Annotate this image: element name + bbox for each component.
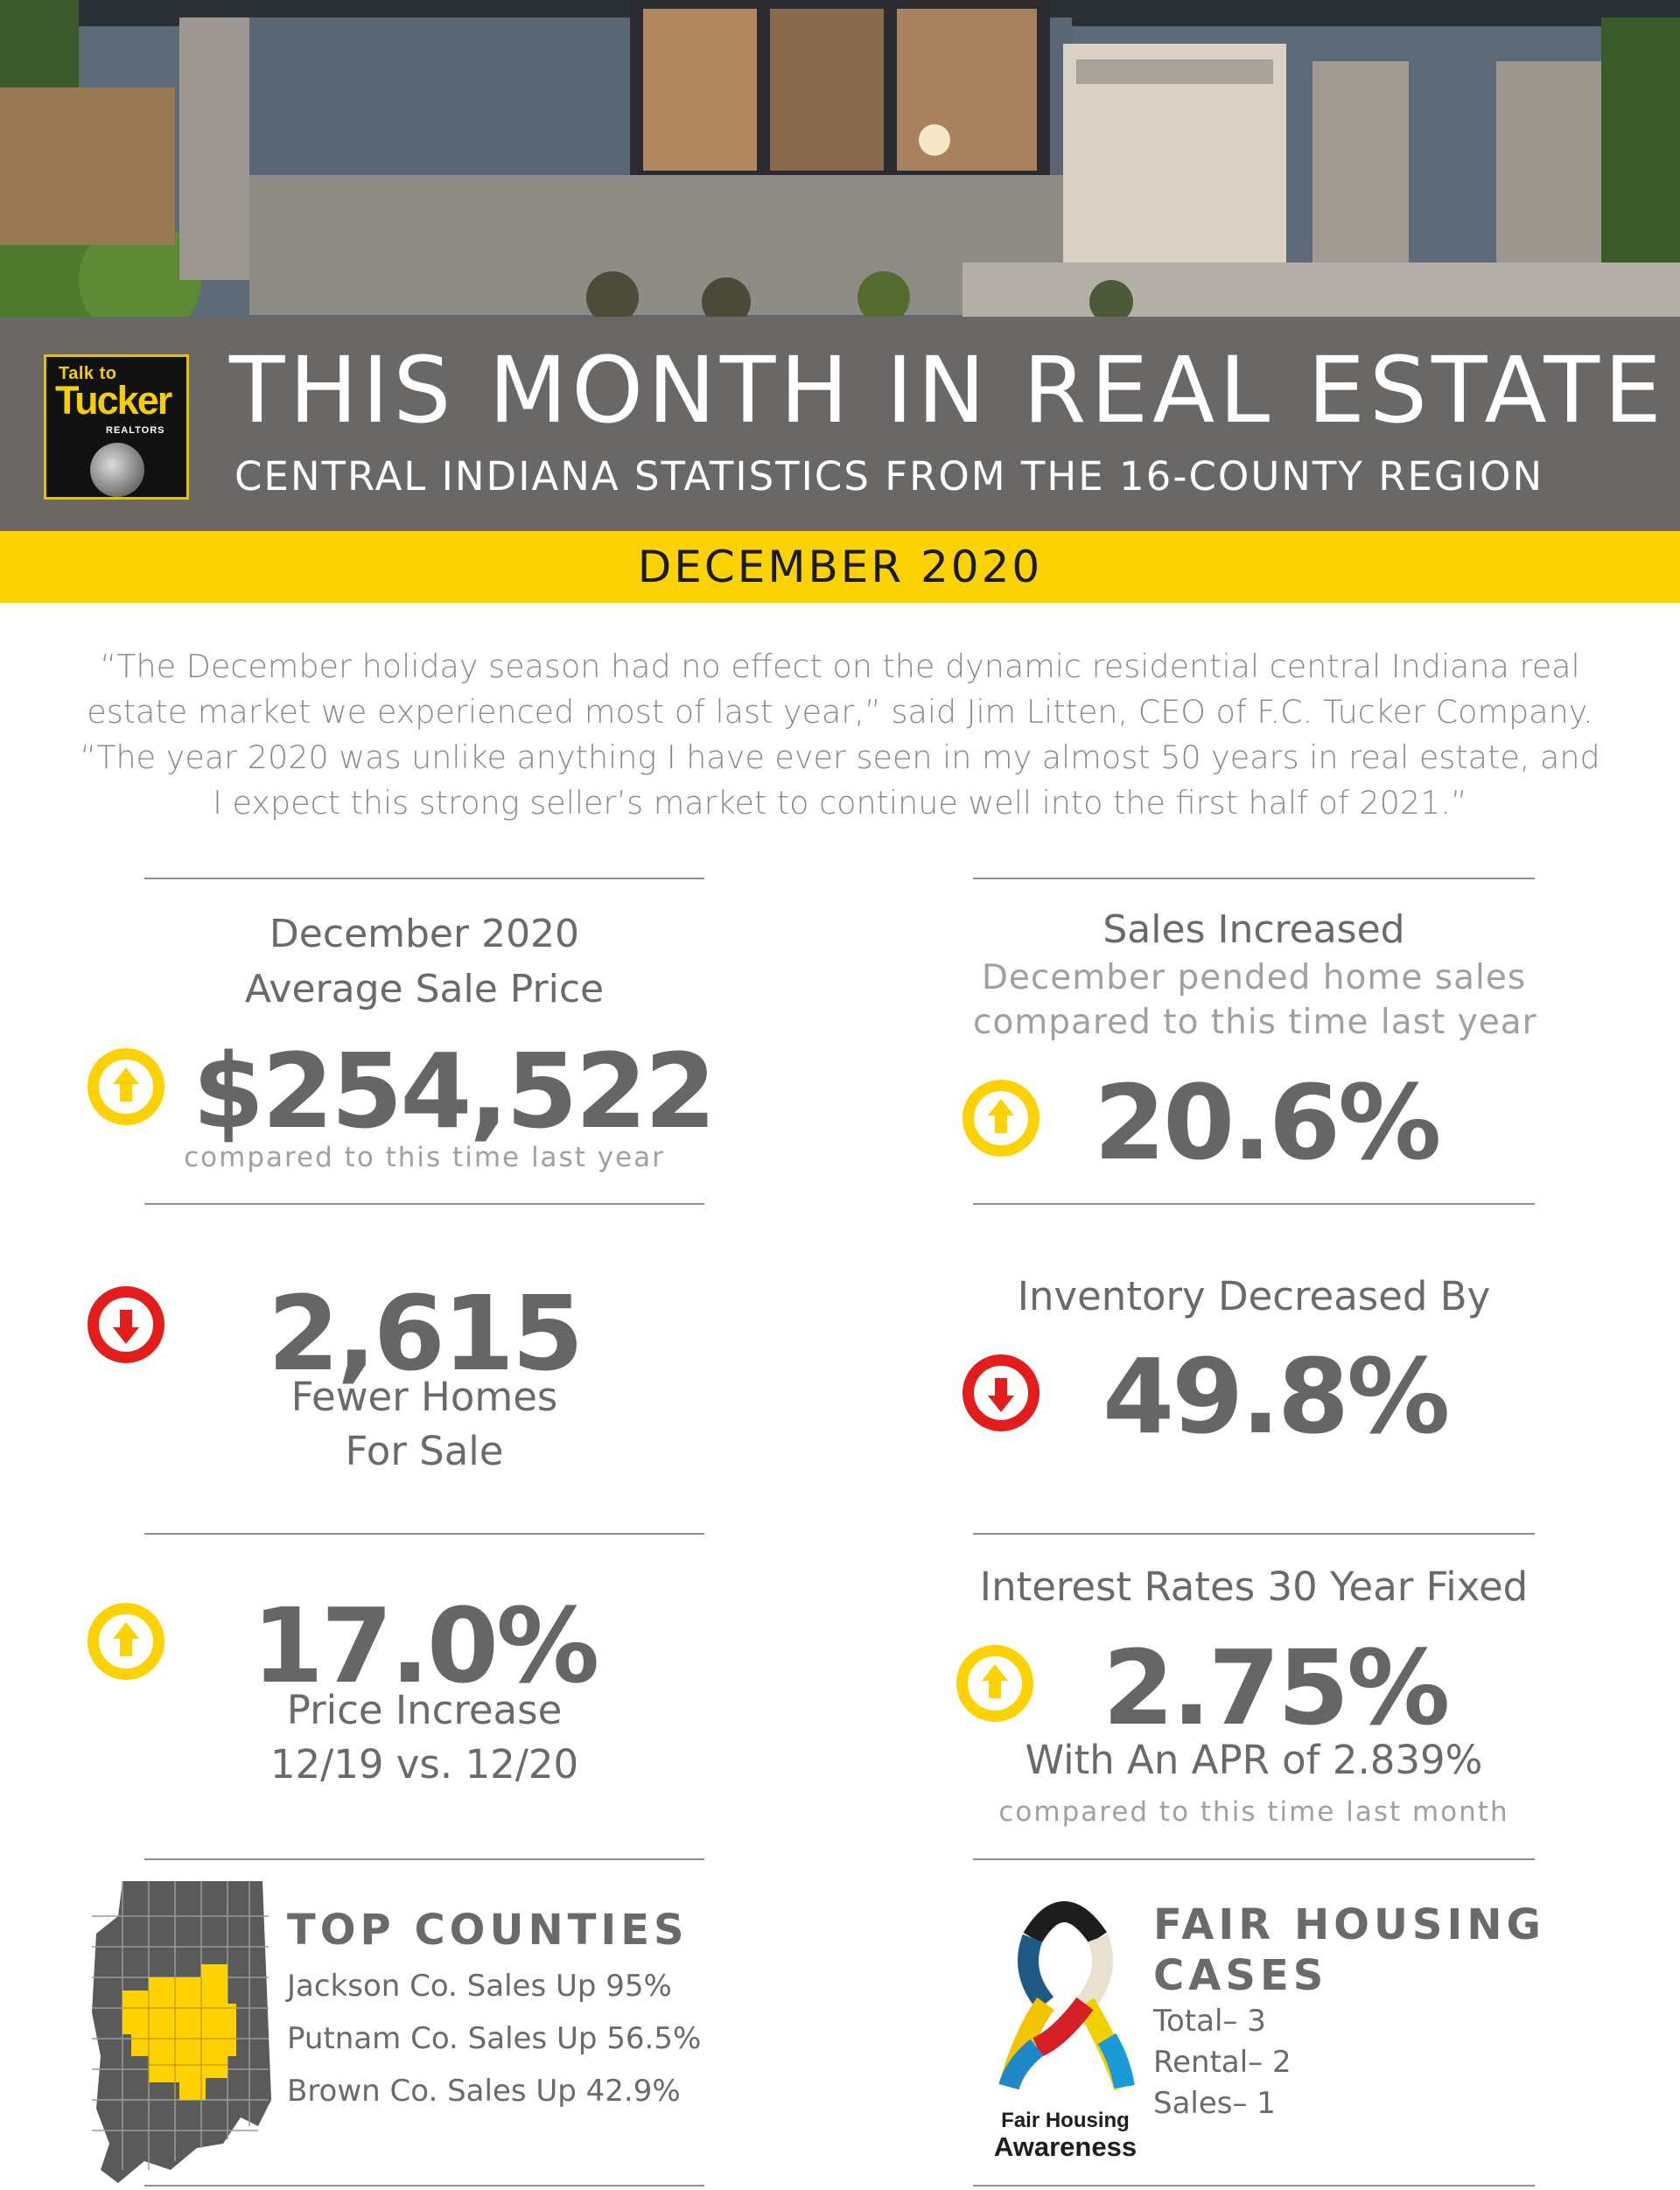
- divider: [144, 1533, 704, 1535]
- sales-value: 20.6%: [1094, 1062, 1441, 1183]
- price-increase-value: 17.0%: [251, 1585, 599, 1706]
- fair-housing-item: Sales– 1: [1153, 2086, 1276, 2121]
- top-county-item: Jackson Co. Sales Up 95%: [287, 1969, 672, 2004]
- fewer-homes-label-2: For Sale: [345, 1428, 504, 1474]
- report-date: DECEMBER 2020: [637, 542, 1043, 592]
- date-band: DECEMBER 2020: [0, 531, 1680, 603]
- avg-price-value: $254,522: [192, 1031, 717, 1151]
- down-arrow-icon: [88, 1286, 164, 1363]
- fair-housing-item: Total– 3: [1153, 2004, 1266, 2039]
- fewer-homes-value: 2,615: [267, 1273, 584, 1394]
- inventory-label: Inventory Decreased By: [1017, 1273, 1491, 1319]
- avg-price-label-1: December 2020: [269, 912, 580, 956]
- down-arrow-icon: [962, 1354, 1040, 1431]
- inventory-value: 49.8%: [1102, 1336, 1450, 1457]
- divider: [973, 1203, 1535, 1205]
- page-subtitle: CENTRAL INDIANA STATISTICS FROM THE 16-C…: [234, 453, 1544, 500]
- sales-label-1: Sales Increased: [1102, 907, 1405, 952]
- interest-value: 2.75%: [1102, 1627, 1450, 1748]
- logo-text-line1: Talk to: [59, 364, 117, 383]
- ribbon-label-2: Awareness: [993, 2131, 1138, 2162]
- ribbon-label-1: Fair Housing: [1001, 2109, 1130, 2132]
- divider: [144, 2185, 704, 2187]
- ceo-quote: “The December holiday season had no effe…: [70, 644, 1610, 826]
- price-increase-label-1: Price Increase: [286, 1687, 563, 1733]
- sales-label-2: December pended home sales: [981, 958, 1527, 997]
- interest-label: Interest Rates 30 Year Fixed: [979, 1564, 1529, 1610]
- divider: [973, 1533, 1535, 1535]
- top-county-item: Putnam Co. Sales Up 56.5%: [287, 2021, 702, 2056]
- interest-note: compared to this time last month: [998, 1796, 1509, 1828]
- quote-line: I expect this strong seller’s market to …: [213, 784, 1467, 822]
- fair-housing-item: Rental– 2: [1153, 2045, 1292, 2080]
- divider: [144, 1203, 704, 1205]
- divider: [144, 878, 704, 879]
- logo-text-line2: Tucker: [55, 378, 172, 423]
- quote-line: “The year 2020 was unlike anything I hav…: [80, 738, 1600, 776]
- hero-house-photo: [0, 0, 1680, 317]
- avg-price-note: compared to this time last year: [184, 1142, 665, 1173]
- globe-icon: [90, 443, 144, 497]
- quote-line: “The December holiday season had no effe…: [100, 647, 1580, 685]
- up-arrow-icon: [962, 1080, 1040, 1157]
- divider: [973, 1858, 1535, 1860]
- divider: [973, 2185, 1535, 2187]
- up-arrow-icon: [956, 1645, 1033, 1722]
- divider: [144, 1858, 704, 1860]
- top-county-item: Brown Co. Sales Up 42.9%: [287, 2074, 681, 2109]
- divider: [973, 878, 1535, 879]
- header-band: [0, 317, 1680, 531]
- fair-housing-ribbon-icon: [984, 1890, 1146, 2148]
- price-increase-label-2: 12/19 vs. 12/20: [270, 1741, 579, 1788]
- quote-line: estate market we experienced most of las…: [87, 693, 1593, 731]
- up-arrow-icon: [88, 1048, 164, 1125]
- tucker-logo: Talk to Tucker REALTORS: [44, 354, 189, 500]
- up-arrow-icon: [88, 1603, 164, 1680]
- avg-price-label-2: Average Sale Price: [244, 967, 605, 1011]
- indiana-map: [83, 1881, 271, 2183]
- top-counties-title: TOP COUNTIES: [287, 1906, 689, 1955]
- page-title: THIS MONTH IN REAL ESTATE: [229, 337, 1666, 444]
- interest-apr: With An APR of 2.839%: [1025, 1737, 1483, 1783]
- logo-text-line3: REALTORS: [106, 425, 165, 436]
- fair-housing-title-2: CASES: [1153, 1951, 1328, 2000]
- sales-label-3: compared to this time last year: [973, 1003, 1537, 1042]
- fair-housing-title-1: FAIR HOUSING: [1153, 1900, 1545, 1949]
- fewer-homes-label-1: Fewer Homes: [290, 1374, 558, 1420]
